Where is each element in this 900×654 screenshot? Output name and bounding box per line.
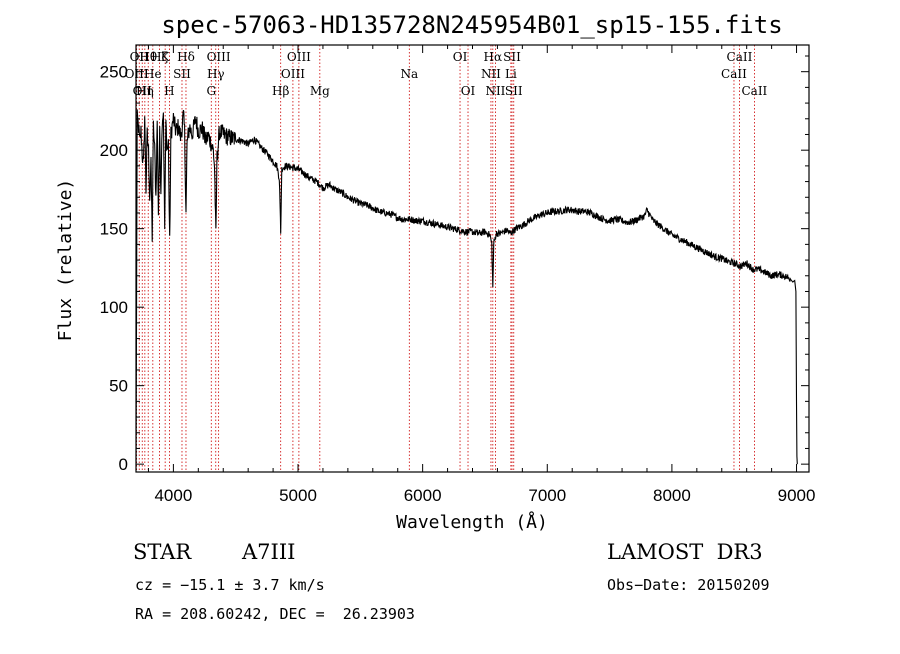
y-tick-label: 200 xyxy=(100,141,128,160)
line-label: Na xyxy=(400,67,418,81)
x-tick-label: 4000 xyxy=(154,486,192,505)
y-tick-label: 100 xyxy=(100,298,128,317)
obs-date: Obs−Date: 20150209 xyxy=(607,576,770,594)
x-tick-label: 7000 xyxy=(528,486,566,505)
line-label: G xyxy=(206,84,216,98)
spectrum-line xyxy=(135,109,798,465)
y-axis-ticks: 0 50 100 150 200 250 xyxy=(100,55,809,474)
line-label: Hδ xyxy=(177,50,195,64)
line-label: NII xyxy=(485,84,505,98)
line-label: SII xyxy=(503,50,521,64)
line-label: Mg xyxy=(310,84,330,98)
chart-title: spec-57063-HD135728N245954B01_sp15-155.f… xyxy=(161,11,782,39)
coordinates: RA = 208.60242, DEC = 26.23903 xyxy=(135,605,415,623)
x-axis-ticks: 4000 5000 6000 7000 8000 9000 xyxy=(147,45,816,505)
line-label: OIII xyxy=(125,67,149,81)
line-label: Hγ xyxy=(207,67,225,81)
line-label: OII xyxy=(130,50,150,64)
line-label: OIII xyxy=(207,50,231,64)
object-class: STAR xyxy=(133,540,192,564)
spectral-subclass: A7III xyxy=(241,540,295,564)
x-tick-label: 6000 xyxy=(404,486,442,505)
line-label: OIII xyxy=(287,50,311,64)
y-axis-label: Flux (relative) xyxy=(55,179,76,342)
line-label: Li xyxy=(505,67,517,81)
redshift-info: cz = −15.1 ± 3.7 km/s xyxy=(135,576,325,594)
x-tick-label: 9000 xyxy=(778,486,816,505)
x-tick-label: 5000 xyxy=(279,486,317,505)
line-label: SII xyxy=(173,67,191,81)
survey-name: LAMOST DR3 xyxy=(607,540,763,564)
line-label: Hθ xyxy=(139,50,157,64)
plot-frame xyxy=(135,44,810,473)
line-label: CaII xyxy=(727,50,753,64)
line-label: SII xyxy=(505,84,523,98)
line-label: Hα xyxy=(484,50,503,64)
line-label: Hβ xyxy=(272,84,289,98)
spectral-line-markers xyxy=(136,45,755,472)
line-label: He xyxy=(144,67,162,81)
y-tick-label: 150 xyxy=(100,220,128,239)
x-tick-label: 8000 xyxy=(653,486,691,505)
line-label: OI xyxy=(453,50,468,64)
x-axis-label: Wavelength (Å) xyxy=(396,511,548,533)
line-label: CaII xyxy=(721,67,747,81)
y-tick-label: 0 xyxy=(119,455,128,474)
spectral-line-labels: OIIIOIIOIIHηHθHeHζKHHδSIIGHγOIIIHβOIIIOI… xyxy=(125,50,768,98)
y-tick-label: 250 xyxy=(100,63,128,82)
line-label: OI xyxy=(461,84,476,98)
line-label: OIII xyxy=(281,67,305,81)
line-label: K xyxy=(161,50,171,64)
line-label: Hζ xyxy=(151,50,168,64)
line-label: NII xyxy=(481,67,501,81)
y-tick-label: 50 xyxy=(109,377,128,396)
line-label: CaII xyxy=(741,84,767,98)
line-label: H xyxy=(164,84,174,98)
line-label: Hη xyxy=(136,84,154,98)
